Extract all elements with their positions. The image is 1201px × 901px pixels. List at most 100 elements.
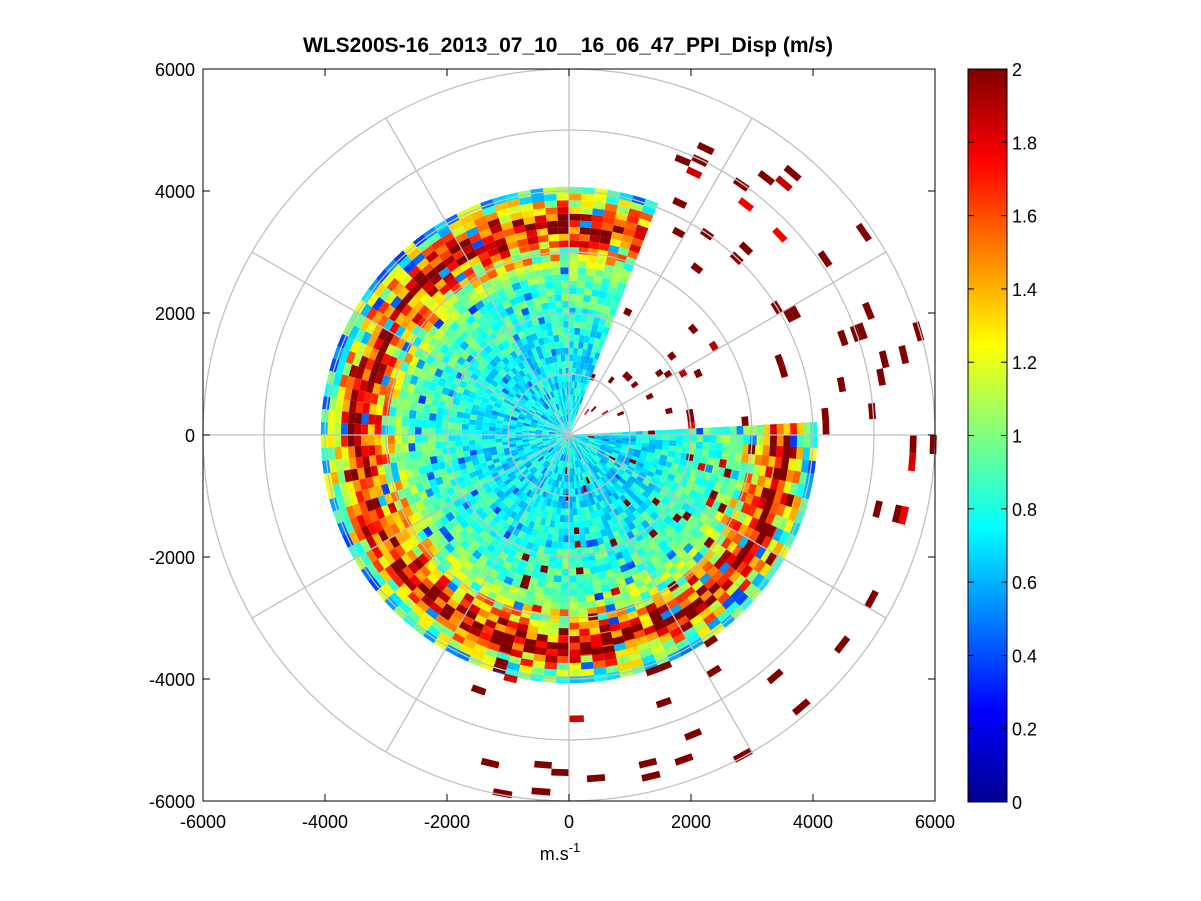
- data-cell: [551, 321, 558, 329]
- data-cell: [525, 489, 533, 497]
- data-cell: [735, 561, 749, 575]
- data-cell: [435, 476, 444, 486]
- data-cell: [471, 261, 484, 273]
- data-cell: [548, 301, 556, 310]
- data-cell: [770, 424, 777, 435]
- data-cell: [407, 344, 418, 356]
- data-cell: [558, 334, 565, 342]
- data-cell: [493, 402, 502, 409]
- data-cell: [536, 502, 543, 511]
- data-cell: [511, 642, 525, 652]
- data-cell: [531, 318, 540, 327]
- data-cell: [374, 350, 386, 363]
- data-cell: [569, 676, 582, 684]
- data-cell: [467, 364, 477, 373]
- data-cell: [400, 304, 413, 317]
- data-cell: [552, 280, 562, 289]
- data-cell: [555, 445, 561, 451]
- data-cell: [550, 398, 556, 406]
- data-cell: [632, 509, 641, 519]
- data-cell: [616, 497, 624, 506]
- data-cell: [600, 443, 608, 448]
- data-cell: [537, 423, 544, 427]
- data-cell: [754, 454, 763, 466]
- data-cell: [560, 589, 569, 596]
- data-cell: [345, 505, 356, 520]
- data-cell: [598, 478, 605, 486]
- data-cell: [518, 345, 527, 354]
- data-cell: [659, 586, 672, 598]
- data-cell: [438, 574, 451, 587]
- data-cell: [473, 643, 488, 655]
- data-cell: [595, 436, 603, 439]
- data-cell: [515, 489, 523, 498]
- data-cell: [572, 501, 577, 509]
- data-cell: [432, 469, 442, 479]
- data-cell: [605, 603, 616, 613]
- data-cell: [516, 421, 524, 426]
- data-cell: [462, 388, 471, 397]
- data-cell: [535, 221, 548, 230]
- data-cell: [589, 627, 601, 636]
- data-cell: [547, 455, 554, 463]
- data-cell: [535, 530, 543, 539]
- data-cell: [628, 444, 636, 449]
- data-cell: [715, 442, 724, 452]
- data-cell: [612, 492, 620, 501]
- data-cell: [673, 609, 686, 621]
- data-cell: [702, 442, 710, 450]
- data-cell: [543, 668, 557, 677]
- data-cell: [574, 454, 578, 461]
- data-cell: [523, 264, 535, 273]
- data-cell: [527, 464, 535, 471]
- data-cell: [564, 394, 568, 402]
- data-cell: [628, 441, 636, 446]
- data-cell: [528, 436, 536, 440]
- data-cell: [602, 498, 610, 507]
- data-cell: [531, 667, 545, 676]
- data-cell: [573, 521, 579, 529]
- data-cell: [627, 249, 639, 260]
- data-cell: [676, 429, 684, 435]
- data-cell: [735, 592, 749, 606]
- data-cell: [562, 495, 566, 502]
- data-cell: [502, 444, 510, 449]
- data-cell: [537, 627, 549, 636]
- data-cell: [423, 515, 434, 527]
- data-cell: [574, 374, 579, 382]
- data-cell: [348, 530, 360, 545]
- data-cell: [575, 409, 579, 417]
- data-cell: [638, 471, 647, 479]
- data-cell: [686, 632, 701, 645]
- data-cell: [435, 414, 444, 422]
- data-cell: [481, 396, 490, 404]
- data-cell: [647, 447, 656, 454]
- data-cell: [619, 620, 632, 630]
- data-cell: [542, 451, 550, 458]
- data-cell: [542, 475, 548, 483]
- data-cell: [389, 334, 401, 347]
- data-cell: [596, 564, 606, 573]
- data-cell: [573, 388, 577, 396]
- data-cell: [558, 467, 562, 475]
- data-cell: [756, 497, 767, 510]
- data-cell: [639, 454, 647, 460]
- data-cell: [570, 394, 574, 402]
- data-cell: [616, 513, 624, 523]
- data-cell: [552, 397, 557, 405]
- data-cell: [533, 653, 546, 662]
- data-cell: [563, 535, 569, 543]
- data-cell: [669, 429, 677, 435]
- data-cell: [417, 541, 429, 554]
- data-cell: [572, 415, 576, 423]
- data-cell: [652, 575, 664, 587]
- data-cell: [590, 221, 603, 230]
- data-cell: [416, 257, 430, 271]
- data-cell: [550, 608, 560, 616]
- data-cell: [598, 318, 607, 327]
- data-cell: [669, 440, 677, 447]
- data-cell: [809, 447, 817, 461]
- data-cell: [557, 642, 569, 650]
- data-cell: [533, 414, 540, 420]
- data-cell: [580, 661, 594, 670]
